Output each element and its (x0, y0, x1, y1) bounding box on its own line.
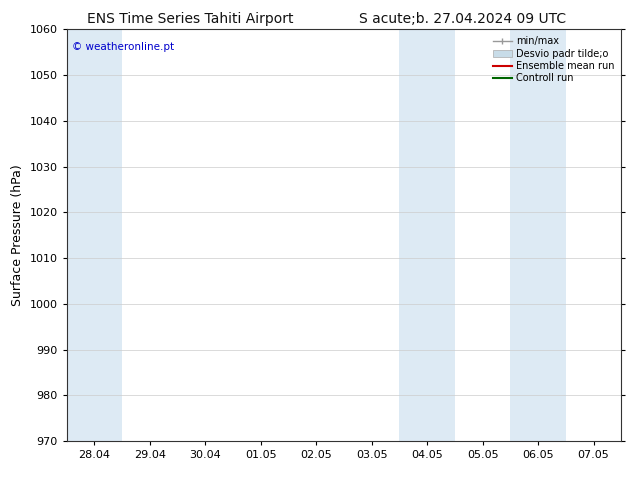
Bar (67, 29, 122, 441)
Text: ENS Time Series Tahiti Airport: ENS Time Series Tahiti Airport (87, 12, 294, 26)
Bar (510, 29, 566, 441)
Y-axis label: Surface Pressure (hPa): Surface Pressure (hPa) (11, 164, 24, 306)
Text: © weatheronline.pt: © weatheronline.pt (72, 42, 174, 52)
Legend: min/max, Desvio padr tilde;o, Ensemble mean run, Controll run: min/max, Desvio padr tilde;o, Ensemble m… (491, 34, 616, 85)
Bar (399, 29, 455, 441)
Text: S acute;b. 27.04.2024 09 UTC: S acute;b. 27.04.2024 09 UTC (359, 12, 566, 26)
Bar (621, 29, 634, 441)
